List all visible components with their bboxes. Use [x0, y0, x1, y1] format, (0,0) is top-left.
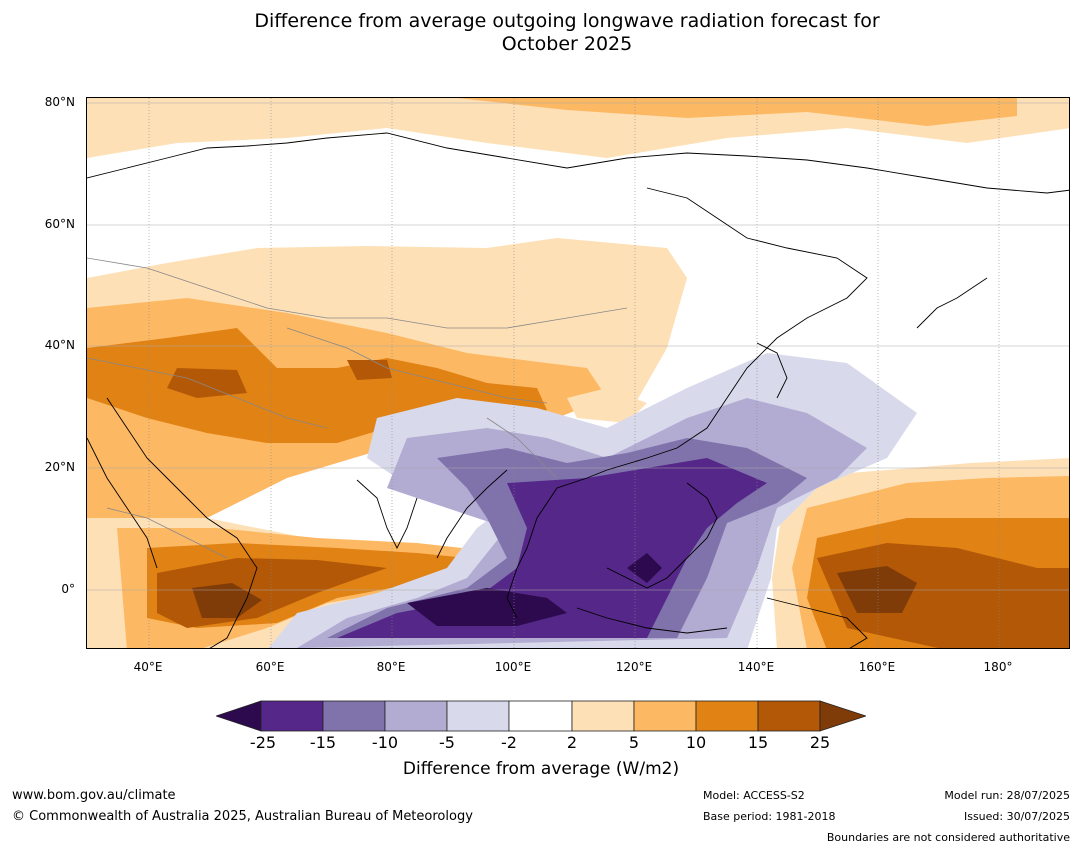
lat-label-60n: 60°N: [44, 217, 75, 231]
country-borders: [87, 257, 628, 559]
coastlines: [87, 132, 1069, 648]
colorbar-label: Difference from average (W/m2): [402, 759, 680, 779]
base-period-text: Base period: 1981-2018: [703, 810, 836, 823]
colorbar-tick-neg25: -25: [249, 733, 277, 752]
lon-label-80e: 80°E: [376, 660, 406, 674]
colorbar-bin-1: [260, 700, 324, 732]
colorbar-bin-9: [757, 700, 821, 732]
anomaly-japan-pale: [567, 388, 647, 423]
colorbar-tick-25: 25: [809, 733, 831, 752]
lat-label-80n: 80°N: [44, 95, 75, 109]
colorbar-bin-8: [695, 700, 759, 732]
colorbar: [216, 700, 866, 732]
lon-label-140e: 140°E: [737, 660, 775, 674]
anomaly-asia-deep: [337, 458, 767, 638]
colorbar-bin-7: [633, 700, 697, 732]
anomaly-indianocean-core: [407, 588, 567, 626]
colorbar-bin-5: [508, 700, 573, 732]
title-line-1: Difference from average outgoing longwav…: [254, 10, 880, 32]
colorbar-lower-extend: [216, 700, 262, 732]
anomaly-fields: [87, 98, 1069, 648]
model-run-text: Model run: 28/07/2025: [944, 789, 1070, 802]
lon-label-160e: 160°E: [858, 660, 896, 674]
map-canvas: [87, 98, 1069, 648]
colorbar-bin-6: [571, 700, 635, 732]
lon-label-60e: 60°E: [255, 660, 285, 674]
colorbar-tick-10: 10: [685, 733, 707, 752]
colorbar-tick-2: 2: [566, 733, 578, 752]
issued-text: Issued: 30/07/2025: [963, 810, 1070, 823]
copyright-text: © Commonwealth of Australia 2025, Austra…: [12, 809, 473, 824]
bom-website-link[interactable]: www.bom.gov.au/climate: [12, 788, 176, 803]
lat-label-0: 0°: [61, 582, 75, 596]
colorbar-bin-4: [446, 700, 510, 732]
colorbar-bin-2: [322, 700, 386, 732]
colorbar-tick-neg10: -10: [371, 733, 399, 752]
disclaimer-text: Boundaries are not considered authoritat…: [826, 831, 1070, 844]
lat-label-20n: 20°N: [44, 460, 75, 474]
colorbar-tick-neg15: -15: [309, 733, 337, 752]
lon-label-180: 180°: [983, 660, 1013, 674]
anomaly-arabia-core: [192, 583, 262, 618]
lon-label-100e: 100°E: [494, 660, 532, 674]
graticule: [87, 98, 1069, 648]
map-title: Difference from average outgoing longwav…: [0, 10, 1081, 56]
colorbar-bin-3: [384, 700, 448, 732]
anomaly-westasia-core: [167, 368, 247, 398]
lon-label-120e: 120°E: [615, 660, 653, 674]
title-line-2: October 2025: [501, 33, 633, 55]
anomaly-north-orange: [457, 98, 1017, 126]
olr-anomaly-map: [86, 97, 1070, 649]
colorbar-tick-neg5: -5: [439, 733, 455, 752]
anomaly-pacific-core: [837, 566, 917, 613]
model-text: Model: ACCESS-S2: [703, 789, 805, 802]
colorbar-tick-neg2: -2: [501, 733, 517, 752]
colorbar-tick-15: 15: [747, 733, 769, 752]
lon-label-40e: 40°E: [133, 660, 163, 674]
colorbar-upper-extend: [819, 700, 866, 732]
anomaly-maritime-core: [627, 553, 662, 583]
lat-label-40n: 40°N: [44, 338, 75, 352]
colorbar-tick-5: 5: [628, 733, 640, 752]
